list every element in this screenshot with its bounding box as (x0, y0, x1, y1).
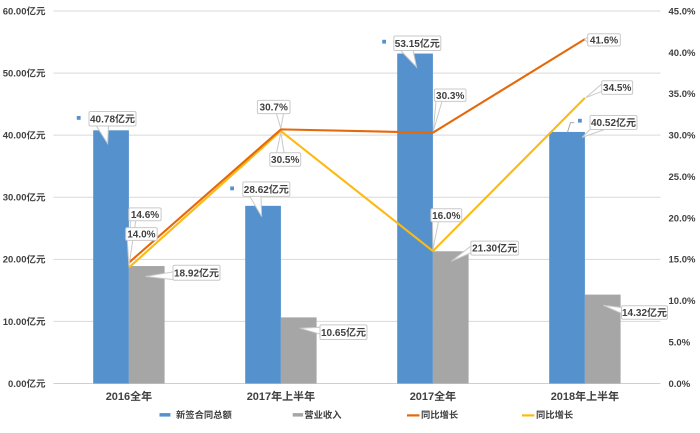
svg-text:30.7%: 30.7% (260, 103, 288, 114)
svg-text:0.00: 0.00 (8, 379, 27, 390)
svg-text:0.0%: 0.0% (669, 379, 691, 390)
svg-text:60.00: 60.00 (3, 6, 27, 17)
svg-text:30.00: 30.00 (3, 193, 27, 204)
svg-text:20.0%: 20.0% (669, 213, 696, 224)
svg-text:40.0%: 40.0% (669, 48, 696, 59)
svg-text:16.0%: 16.0% (432, 211, 460, 222)
svg-text:40.00: 40.00 (3, 131, 27, 142)
svg-text:50.00: 50.00 (3, 69, 27, 80)
svg-text:45.0%: 45.0% (669, 6, 696, 17)
svg-text:14.32: 14.32 (622, 308, 647, 319)
svg-text:35.0%: 35.0% (669, 89, 696, 100)
svg-text:10.0%: 10.0% (669, 296, 696, 307)
svg-text:53.15: 53.15 (395, 39, 420, 50)
svg-text:20.00: 20.00 (3, 255, 27, 266)
svg-text:34.5%: 34.5% (603, 83, 631, 94)
svg-text:40.78: 40.78 (90, 114, 115, 125)
svg-text:10.65: 10.65 (321, 328, 346, 339)
svg-text:21.30: 21.30 (472, 244, 497, 255)
svg-text:41.6%: 41.6% (590, 36, 618, 47)
svg-text:10.00: 10.00 (3, 317, 27, 328)
svg-text:28.62: 28.62 (244, 185, 269, 196)
svg-text:2017: 2017 (410, 391, 434, 403)
svg-text:14.6%: 14.6% (131, 210, 159, 221)
svg-text:2018: 2018 (551, 391, 575, 403)
svg-text:18.92: 18.92 (174, 268, 199, 279)
svg-text:30.5%: 30.5% (271, 155, 299, 166)
svg-text:25.0%: 25.0% (669, 172, 696, 183)
svg-text:30.3%: 30.3% (436, 91, 464, 102)
svg-text:30.0%: 30.0% (669, 131, 696, 142)
svg-text:2017: 2017 (247, 391, 271, 403)
svg-text:15.0%: 15.0% (669, 255, 696, 266)
svg-text:5.0%: 5.0% (669, 338, 691, 349)
svg-text:40.52: 40.52 (591, 118, 616, 129)
svg-text:14.0%: 14.0% (127, 230, 155, 241)
svg-text:2016: 2016 (106, 391, 130, 403)
